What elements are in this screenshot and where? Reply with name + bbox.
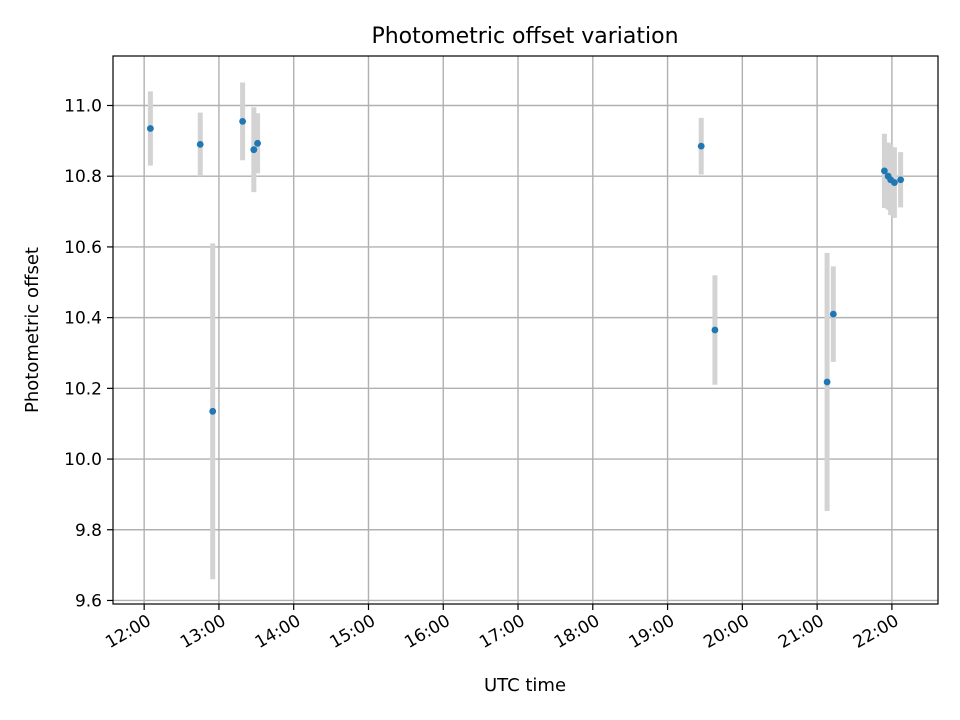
data-point — [829, 310, 837, 318]
data-point — [881, 167, 888, 175]
x-axis-label: UTC time — [484, 675, 566, 696]
y-axis-label: Photometric offset — [22, 247, 43, 413]
x-tick-label: 22:00 — [850, 611, 902, 653]
plot-frame — [112, 55, 939, 605]
data-point — [890, 179, 898, 186]
x-tick-label: 12:00 — [102, 611, 154, 653]
y-tick-label: 10.4 — [64, 309, 102, 329]
y-tick-label: 10.2 — [64, 379, 102, 399]
data-point — [254, 139, 261, 147]
x-tick-label: 16:00 — [401, 611, 453, 653]
chart-title: Photometric offset variation — [371, 24, 678, 49]
data-point — [697, 142, 705, 150]
y-tick-label: 10.0 — [64, 450, 102, 470]
y-tick-label: 9.8 — [75, 521, 102, 541]
x-tick-label: 17:00 — [476, 611, 528, 653]
x-tick-label: 19:00 — [626, 611, 678, 653]
data-point — [250, 146, 258, 154]
y-tick-label: 10.6 — [64, 238, 102, 258]
x-tick-label: 20:00 — [700, 611, 752, 653]
y-tick-label: 11.0 — [64, 96, 102, 116]
error-bars — [147, 82, 904, 580]
data-point — [196, 140, 204, 148]
data-point — [711, 326, 719, 334]
grid — [113, 56, 938, 604]
data-point — [209, 407, 217, 415]
x-tick-label: 21:00 — [775, 611, 827, 653]
data-point — [897, 176, 905, 184]
y-tick-label: 9.6 — [75, 591, 102, 611]
data-point — [239, 118, 247, 125]
x-tick-label: 14:00 — [252, 611, 304, 653]
x-tick-label: 18:00 — [551, 611, 603, 653]
x-tick-label: 13:00 — [177, 611, 229, 653]
data-point — [823, 378, 831, 386]
data-points — [146, 118, 905, 415]
axis-ticks: 12:00 13:00 14:00 15:00 16:00 17:00 18:00 19:00… — [64, 96, 902, 652]
data-point — [146, 125, 154, 132]
y-tick-label: 10.8 — [64, 167, 102, 187]
x-tick-label: 15:00 — [327, 611, 379, 653]
